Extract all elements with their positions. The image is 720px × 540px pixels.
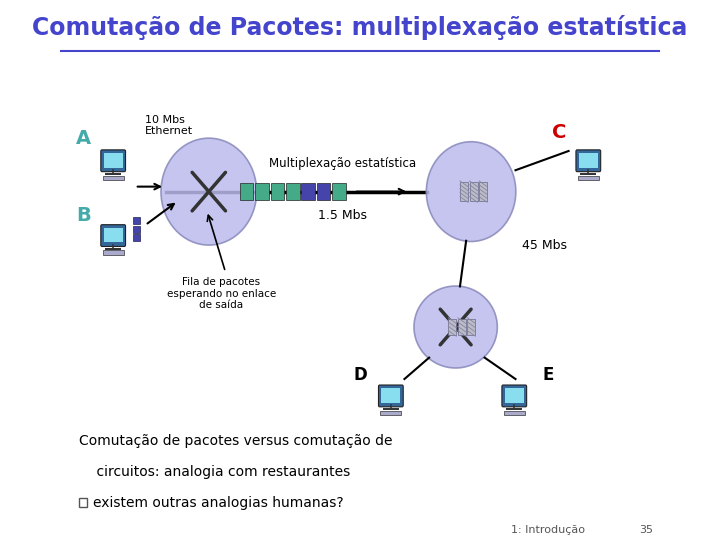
Bar <box>460 183 468 201</box>
Bar <box>302 183 315 200</box>
Bar <box>332 183 346 200</box>
Bar <box>317 183 330 200</box>
Bar <box>271 183 284 200</box>
Text: 1: Introdução: 1: Introdução <box>511 525 585 535</box>
Bar <box>240 183 253 200</box>
Bar <box>504 411 525 415</box>
Text: circuitos: analogia com restaurantes: circuitos: analogia com restaurantes <box>79 464 351 478</box>
Bar <box>479 183 487 201</box>
Bar <box>103 251 124 254</box>
Bar <box>577 176 599 180</box>
Text: E: E <box>542 366 554 384</box>
Bar <box>469 183 477 201</box>
Bar <box>286 183 300 200</box>
Text: D: D <box>353 366 367 384</box>
Bar <box>133 217 140 225</box>
FancyBboxPatch shape <box>502 385 526 407</box>
Bar <box>103 176 124 180</box>
FancyBboxPatch shape <box>101 150 125 172</box>
Text: 10 Mbs
Ethernet: 10 Mbs Ethernet <box>145 114 194 136</box>
Text: Comutação de Pacotes: multiplexação estatística: Comutação de Pacotes: multiplexação esta… <box>32 15 688 40</box>
Bar <box>579 153 598 167</box>
Text: 35: 35 <box>639 525 653 535</box>
Text: Fila de pacotes
esperando no enlace
de saída: Fila de pacotes esperando no enlace de s… <box>166 277 276 310</box>
Bar <box>505 388 523 403</box>
Ellipse shape <box>161 138 256 245</box>
Bar <box>382 388 400 403</box>
Bar <box>104 153 122 167</box>
Text: B: B <box>76 206 91 225</box>
Ellipse shape <box>414 286 498 368</box>
FancyBboxPatch shape <box>379 385 403 407</box>
FancyBboxPatch shape <box>101 225 125 246</box>
Bar <box>255 183 269 200</box>
Text: 1.5 Mbs: 1.5 Mbs <box>318 208 367 221</box>
Bar <box>104 228 122 242</box>
FancyBboxPatch shape <box>576 150 600 172</box>
Text: Multiplexação estatística: Multiplexação estatística <box>269 157 416 170</box>
Text: 45 Mbs: 45 Mbs <box>522 239 567 252</box>
Text: A: A <box>76 129 91 147</box>
Text: existem outras analogias humanas?: existem outras analogias humanas? <box>94 496 344 510</box>
Bar <box>133 226 140 233</box>
Ellipse shape <box>426 141 516 241</box>
Bar <box>79 498 87 507</box>
Text: C: C <box>552 123 566 142</box>
Bar <box>467 319 475 335</box>
Bar <box>133 234 140 241</box>
Text: Comutação de pacotes versus comutação de: Comutação de pacotes versus comutação de <box>79 434 392 448</box>
Bar <box>458 319 466 335</box>
Bar <box>449 319 456 335</box>
Bar <box>380 411 402 415</box>
